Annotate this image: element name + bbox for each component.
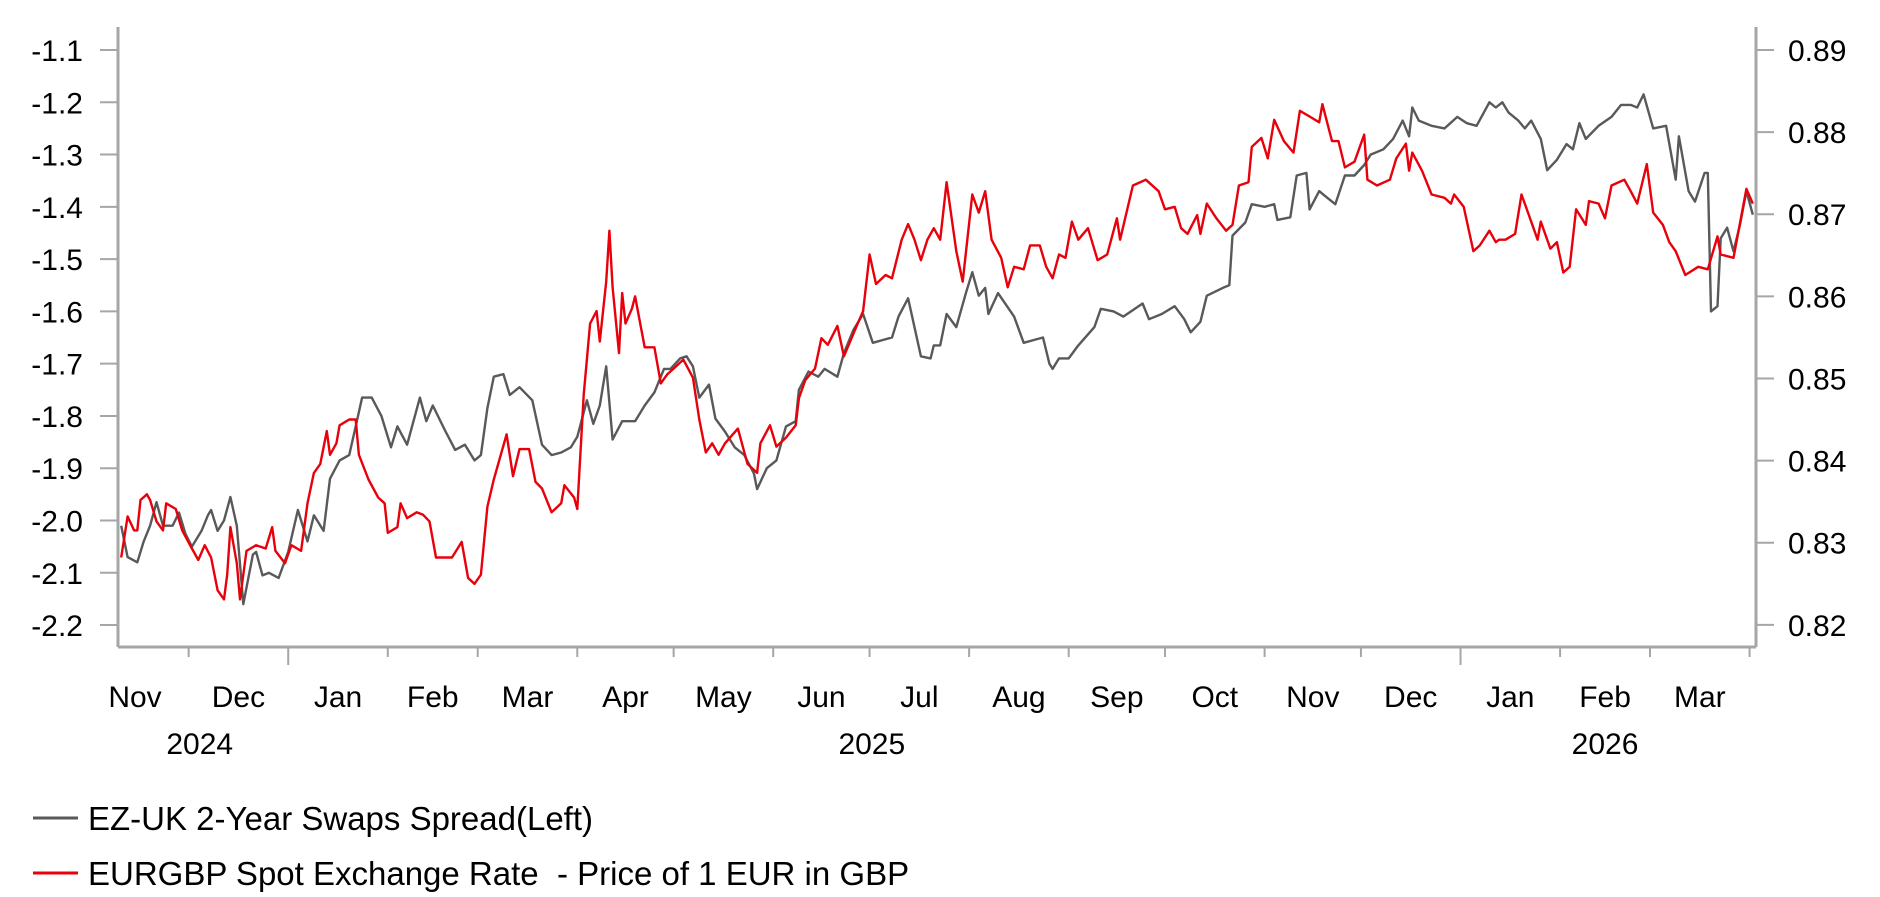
left-y-tick-label: -2.1 (31, 558, 83, 591)
x-month-label: Jan (314, 681, 362, 714)
x-month-label: May (695, 681, 752, 714)
left-y-tick-label: -1.5 (31, 244, 83, 277)
left-y-tick-label: -1.8 (31, 401, 83, 434)
series-layer (120, 93, 1754, 606)
series-line-swaps-spread (120, 93, 1754, 606)
x-year-label: 2024 (166, 728, 233, 761)
x-month-label: Apr (602, 681, 649, 714)
x-month-label: Dec (1384, 681, 1437, 714)
x-month-label: Nov (108, 681, 161, 714)
right-y-tick-label: 0.82 (1788, 610, 1846, 643)
right-y-tick-label: 0.89 (1788, 35, 1846, 68)
left-y-tick-label: -1.9 (31, 453, 83, 486)
x-month-label: Mar (502, 681, 554, 714)
right-y-tick-label: 0.83 (1788, 528, 1846, 561)
legend-label-eurgbp: EURGBP Spot Exchange Rate - Price of 1 E… (88, 855, 909, 892)
x-month-label: Nov (1286, 681, 1339, 714)
right-y-tick-label: 0.84 (1788, 446, 1846, 479)
left-y-tick-label: -1.6 (31, 296, 83, 329)
series-line-eurgbp (120, 102, 1754, 601)
x-month-label: Aug (992, 681, 1045, 714)
x-month-label: Sep (1090, 681, 1143, 714)
x-year-label: 2026 (1572, 728, 1639, 761)
x-month-label: Feb (407, 681, 459, 714)
x-month-label: Jan (1486, 681, 1534, 714)
left-y-tick-label: -1.3 (31, 140, 83, 173)
x-month-label: Jul (900, 681, 938, 714)
left-y-tick-label: -1.7 (31, 349, 83, 382)
right-y-tick-label: 0.86 (1788, 281, 1846, 314)
x-year-label: 2025 (838, 728, 905, 761)
x-month-label: Mar (1674, 681, 1726, 714)
left-y-tick-label: -2.0 (31, 505, 83, 538)
x-month-label: Feb (1579, 681, 1631, 714)
left-y-tick-label: -1.1 (31, 35, 83, 68)
left-y-tick-label: -1.2 (31, 87, 83, 120)
legend-label-spread: EZ-UK 2-Year Swaps Spread(Left) (88, 800, 593, 837)
right-y-tick-label: 0.87 (1788, 199, 1846, 232)
x-month-label: Oct (1191, 681, 1238, 714)
axes: -1.1 -1.2 -1.3 -1.4 -1.5 -1.6 -1.7 -1.8 -1.9 -2.0… (31, 27, 1846, 761)
left-y-tick-label: -1.4 (31, 192, 83, 225)
x-month-label: Jun (797, 681, 845, 714)
x-month-label: Dec (212, 681, 265, 714)
right-y-tick-label: 0.85 (1788, 363, 1846, 396)
right-y-tick-label: 0.88 (1788, 117, 1846, 150)
legend: EZ-UK 2-Year Swaps Spread(Left) EURGBP S… (33, 800, 909, 892)
left-y-tick-label: -2.2 (31, 610, 83, 643)
